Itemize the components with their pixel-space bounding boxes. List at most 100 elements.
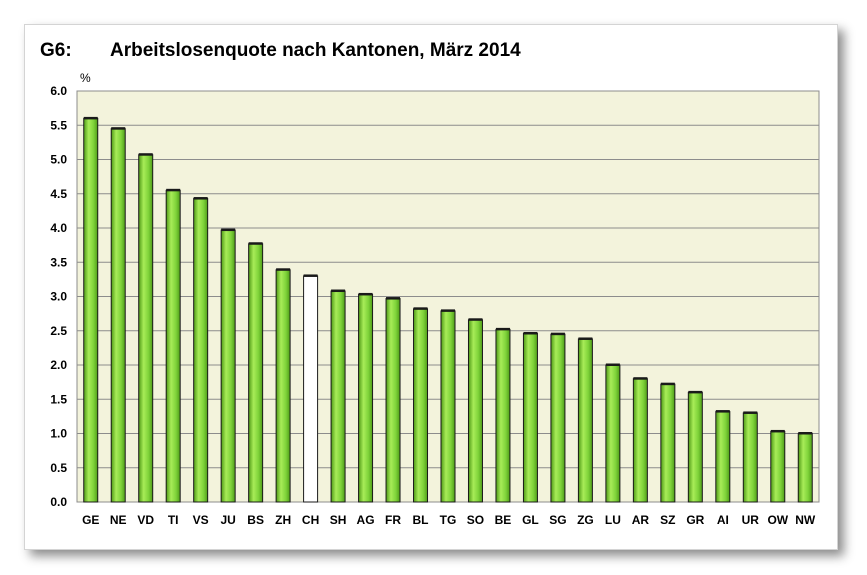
- y-tick-label: 0.5: [50, 461, 67, 475]
- bar-top-sz: [660, 382, 675, 386]
- bar-top-zg: [578, 337, 593, 340]
- x-tick-label: VD: [137, 513, 154, 527]
- bar-bl: [413, 308, 429, 503]
- x-tick-label: ZH: [275, 513, 291, 527]
- bar-top-bl: [413, 307, 428, 310]
- x-tick-label: AI: [717, 513, 729, 527]
- bar-ge: [83, 117, 99, 503]
- bar-top-vs: [193, 197, 208, 200]
- x-tick-label: JU: [220, 513, 235, 527]
- y-tick-label: 6.0: [50, 84, 67, 98]
- bar-top-ow: [770, 429, 785, 433]
- x-tick-label: NE: [110, 513, 127, 527]
- bar-top-ti: [166, 188, 181, 192]
- x-tick-label: SH: [330, 513, 347, 527]
- x-tick-label: BL: [413, 513, 429, 527]
- chart-title: Arbeitslosenquote nach Kantonen, März 20…: [110, 40, 521, 61]
- y-tick-label: 1.5: [50, 392, 67, 406]
- bar-top-ch: [303, 274, 318, 277]
- x-tick-label: AR: [632, 513, 650, 527]
- bar-tg: [440, 310, 456, 503]
- x-tick-label: NW: [795, 513, 816, 527]
- x-tick-label: TI: [168, 513, 179, 527]
- y-tick-label: 2.5: [50, 324, 67, 338]
- bar-be: [495, 328, 511, 503]
- y-tick-label: 0.0: [50, 495, 67, 509]
- bar-so: [467, 319, 483, 503]
- y-tick-label: 2.0: [50, 358, 67, 372]
- bar-ur: [742, 412, 758, 503]
- bar-zg: [577, 338, 593, 503]
- x-axis-ticks: GE NE VD TI VS JU BS ZH CH SH AG FR BL TG SO BE GL SG ZG LU…: [82, 513, 816, 527]
- bar-top-ar: [633, 377, 648, 380]
- bar-gl: [522, 332, 538, 503]
- x-tick-label: FR: [385, 513, 401, 527]
- bar-sg: [550, 333, 566, 503]
- x-tick-label: UR: [742, 513, 760, 527]
- bar-gr: [687, 391, 703, 503]
- bar-top-gl: [523, 331, 538, 335]
- x-tick-label: SG: [549, 513, 566, 527]
- y-tick-label: 1.0: [50, 427, 67, 441]
- bar-top-so: [468, 318, 483, 321]
- bar-ar: [632, 378, 648, 503]
- bar-ju: [220, 229, 236, 503]
- x-tick-label: SZ: [660, 513, 675, 527]
- bar-ch: [303, 275, 319, 503]
- chart-title-row: G6: Arbeitslosenquote nach Kantonen, März…: [40, 40, 521, 62]
- y-tick-label: 4.5: [50, 187, 67, 201]
- bar-sh: [330, 290, 346, 503]
- bar-top-lu: [605, 363, 620, 366]
- y-tick-label: 3.0: [50, 290, 67, 304]
- bar-top-zh: [276, 268, 291, 271]
- x-tick-label: VS: [193, 513, 209, 527]
- bars: [83, 116, 813, 503]
- bar-top-fr: [386, 297, 401, 300]
- x-tick-label: GL: [522, 513, 539, 527]
- bar-bs: [248, 243, 264, 503]
- bar-top-ju: [221, 228, 236, 232]
- x-tick-label: BE: [495, 513, 512, 527]
- y-tick-label: 5.0: [50, 153, 67, 167]
- y-tick-label: 5.5: [50, 118, 67, 132]
- bar-lu: [605, 364, 621, 503]
- x-tick-label: ZG: [577, 513, 594, 527]
- y-axis-unit: %: [80, 71, 91, 85]
- bar-ag: [358, 293, 374, 503]
- bar-top-ge: [83, 116, 98, 120]
- bar-top-sh: [331, 289, 346, 293]
- bar-top-tg: [441, 309, 455, 312]
- x-tick-label: LU: [605, 513, 621, 527]
- bar-nw: [797, 433, 813, 503]
- bar-top-ai: [715, 410, 730, 413]
- bar-ai: [715, 411, 731, 503]
- bar-top-nw: [798, 432, 813, 435]
- bar-top-vd: [138, 153, 153, 156]
- y-axis-ticks: 0.0 0.5 1.0 1.5 2.0 2.5 3.0 3.5 4.0 4.5 5.0 5.5 6.0: [50, 84, 67, 509]
- bar-top-gr: [688, 390, 703, 394]
- bar-zh: [275, 269, 291, 503]
- y-tick-label: 4.0: [50, 221, 67, 235]
- bar-top-ur: [743, 411, 758, 414]
- bar-vd: [138, 154, 154, 503]
- bar-top-bs: [248, 242, 263, 245]
- x-tick-label: TG: [440, 513, 457, 527]
- bar-vs: [193, 198, 209, 503]
- x-tick-label: SO: [467, 513, 484, 527]
- bar-top-sg: [550, 332, 565, 336]
- x-tick-label: GR: [686, 513, 704, 527]
- x-tick-label: AG: [357, 513, 375, 527]
- bar-sz: [660, 383, 676, 503]
- x-tick-label: GE: [82, 513, 99, 527]
- x-tick-label: BS: [247, 513, 264, 527]
- x-tick-label: OW: [767, 513, 788, 527]
- bar-ow: [770, 430, 786, 503]
- bar-fr: [385, 298, 401, 503]
- bar-top-ag: [358, 292, 373, 296]
- bar-ti: [165, 189, 181, 503]
- bar-top-ne: [111, 127, 126, 130]
- x-tick-label: CH: [302, 513, 319, 527]
- bar-ne: [110, 128, 126, 503]
- y-tick-label: 3.5: [50, 255, 67, 269]
